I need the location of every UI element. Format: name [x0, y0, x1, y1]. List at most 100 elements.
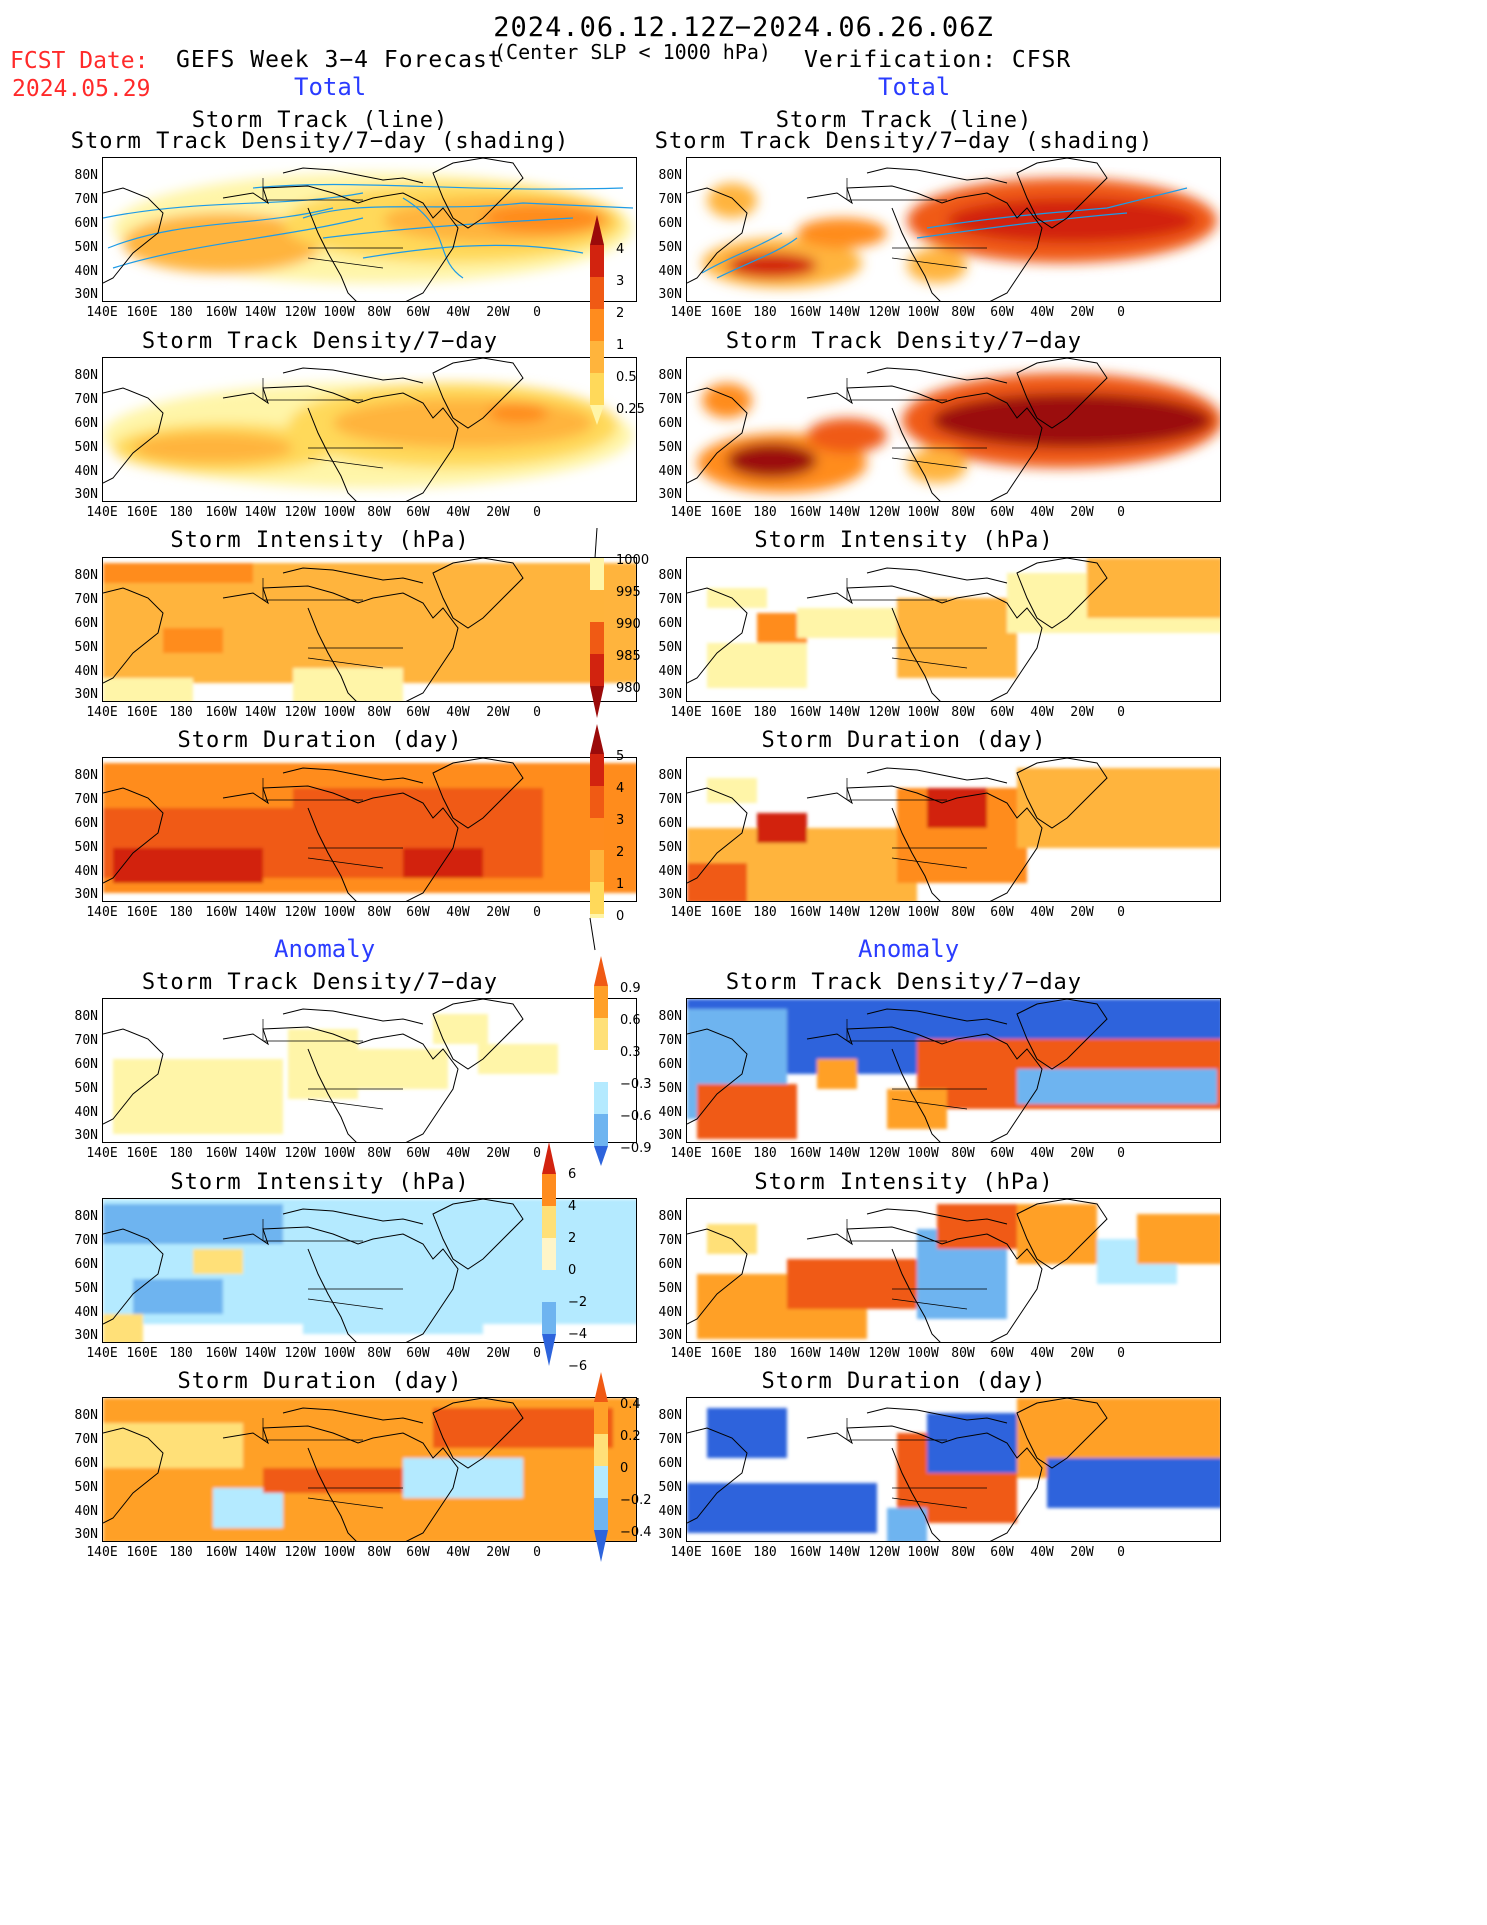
lat-label: 60N: [658, 1057, 682, 1072]
lon-label: 60W: [406, 1545, 430, 1560]
lon-label: 160E: [710, 1146, 742, 1161]
lon-label: 140E: [670, 705, 702, 720]
title-l3: Storm Intensity (hPa): [170, 528, 470, 553]
map-panel-l2: [102, 357, 637, 502]
lon-label: 20W: [486, 1346, 510, 1361]
colorbar-density-total: 4 3 2 1 0.5 0.25: [586, 215, 645, 429]
colorbar-duration-total-swatches: [589, 724, 604, 951]
lat-label: 60N: [74, 216, 98, 231]
lat-label: 60N: [74, 616, 98, 631]
lon-label: 160W: [789, 505, 821, 520]
lon-label: 180: [169, 705, 193, 720]
lat-label: 80N: [658, 168, 682, 183]
lon-label: 60W: [990, 905, 1014, 920]
lon-label: 160W: [789, 305, 821, 320]
lon-label: 20W: [1070, 905, 1094, 920]
lon-label: 0: [533, 1346, 541, 1361]
lon-label: 80W: [951, 905, 975, 920]
lat-label: 40N: [74, 264, 98, 279]
tick: 0: [616, 909, 625, 924]
lon-label: 60W: [406, 505, 430, 520]
tick: 0.25: [616, 402, 645, 417]
lon-label: 80W: [951, 1146, 975, 1161]
lon-label: 140W: [244, 705, 276, 720]
lon-label: 160E: [710, 305, 742, 320]
lon-label: 100W: [323, 1346, 355, 1361]
coastline: [103, 1199, 524, 1342]
map-shading: [103, 1398, 636, 1541]
lon-label: 140E: [86, 705, 118, 720]
title-r5: Storm Track Density/7−day: [725, 970, 1083, 995]
lon-label: 80W: [367, 1545, 391, 1560]
lat-label: 80N: [658, 768, 682, 783]
lon-label: 80W: [951, 305, 975, 320]
storm-track-line: [103, 192, 364, 219]
shading-region: [1137, 1214, 1220, 1264]
lon-label: 140W: [828, 1346, 860, 1361]
shading-region: [947, 198, 1197, 243]
lat-label: 40N: [74, 664, 98, 679]
storm-track-line: [402, 197, 464, 279]
tick: −2: [568, 1295, 588, 1310]
lon-label: 140E: [670, 905, 702, 920]
lat-label: 70N: [658, 192, 682, 207]
lon-label: 140E: [670, 505, 702, 520]
coastline: [687, 158, 1108, 301]
right-title: Verification: CFSR: [804, 47, 1072, 73]
lat-label: 60N: [74, 1257, 98, 1272]
map-panel-r6: [686, 1198, 1221, 1343]
lon-label: 80W: [951, 505, 975, 520]
lon-label: 140E: [86, 1146, 118, 1161]
lon-label: 0: [1117, 1146, 1125, 1161]
shading-region: [483, 203, 603, 233]
map-panel-r1: [686, 157, 1221, 302]
shading-region: [897, 598, 1017, 678]
lat-label: 50N: [74, 840, 98, 855]
lon-label: 100W: [907, 905, 939, 920]
lat-label: 80N: [658, 1009, 682, 1024]
lon-label: 120W: [284, 1346, 316, 1361]
lat-label: 30N: [658, 887, 682, 902]
lon-label: 160E: [710, 505, 742, 520]
lat-label: 40N: [74, 1305, 98, 1320]
shading-region: [817, 1059, 857, 1089]
lon-label: 0: [1117, 705, 1125, 720]
lon-label: 20W: [1070, 1146, 1094, 1161]
lon-label: 0: [533, 305, 541, 320]
lon-label: 0: [1117, 305, 1125, 320]
lon-label: 180: [753, 1545, 777, 1560]
lon-label: 180: [169, 1545, 193, 1560]
lon-label: 160W: [789, 705, 821, 720]
lon-label: 160E: [126, 1545, 158, 1560]
shading-region: [687, 863, 747, 901]
lon-label: 180: [753, 505, 777, 520]
lon-label: 140W: [244, 1545, 276, 1560]
lat-label: 30N: [658, 687, 682, 702]
lat-label: 50N: [658, 240, 682, 255]
lon-label: 80W: [367, 505, 391, 520]
storm-track-line: [107, 207, 334, 249]
shading-region: [797, 218, 887, 248]
shading-region: [687, 1483, 877, 1533]
lon-label: 40W: [1030, 305, 1054, 320]
lat-label: 30N: [74, 487, 98, 502]
lat-label: 30N: [74, 687, 98, 702]
lon-label: 0: [533, 505, 541, 520]
lat-label: 60N: [658, 616, 682, 631]
coastline: [103, 999, 524, 1142]
lat-label: 60N: [74, 1456, 98, 1471]
lat-label: 80N: [658, 1209, 682, 1224]
lat-label: 50N: [658, 840, 682, 855]
tick: 0.9: [620, 981, 641, 996]
shading-region: [143, 1084, 243, 1114]
tick: 1000: [616, 553, 650, 568]
title-l6: Storm Intensity (hPa): [170, 1170, 470, 1195]
lon-label: 100W: [323, 305, 355, 320]
colorbar-duration-anom-swatches: [594, 1372, 608, 1562]
lat-label: 40N: [74, 864, 98, 879]
lat-label: 70N: [658, 792, 682, 807]
shading-region: [103, 1423, 243, 1468]
title-r2: Storm Track Density/7−day: [725, 329, 1083, 354]
political-borders: [846, 378, 987, 469]
tick: 2: [568, 1231, 577, 1246]
